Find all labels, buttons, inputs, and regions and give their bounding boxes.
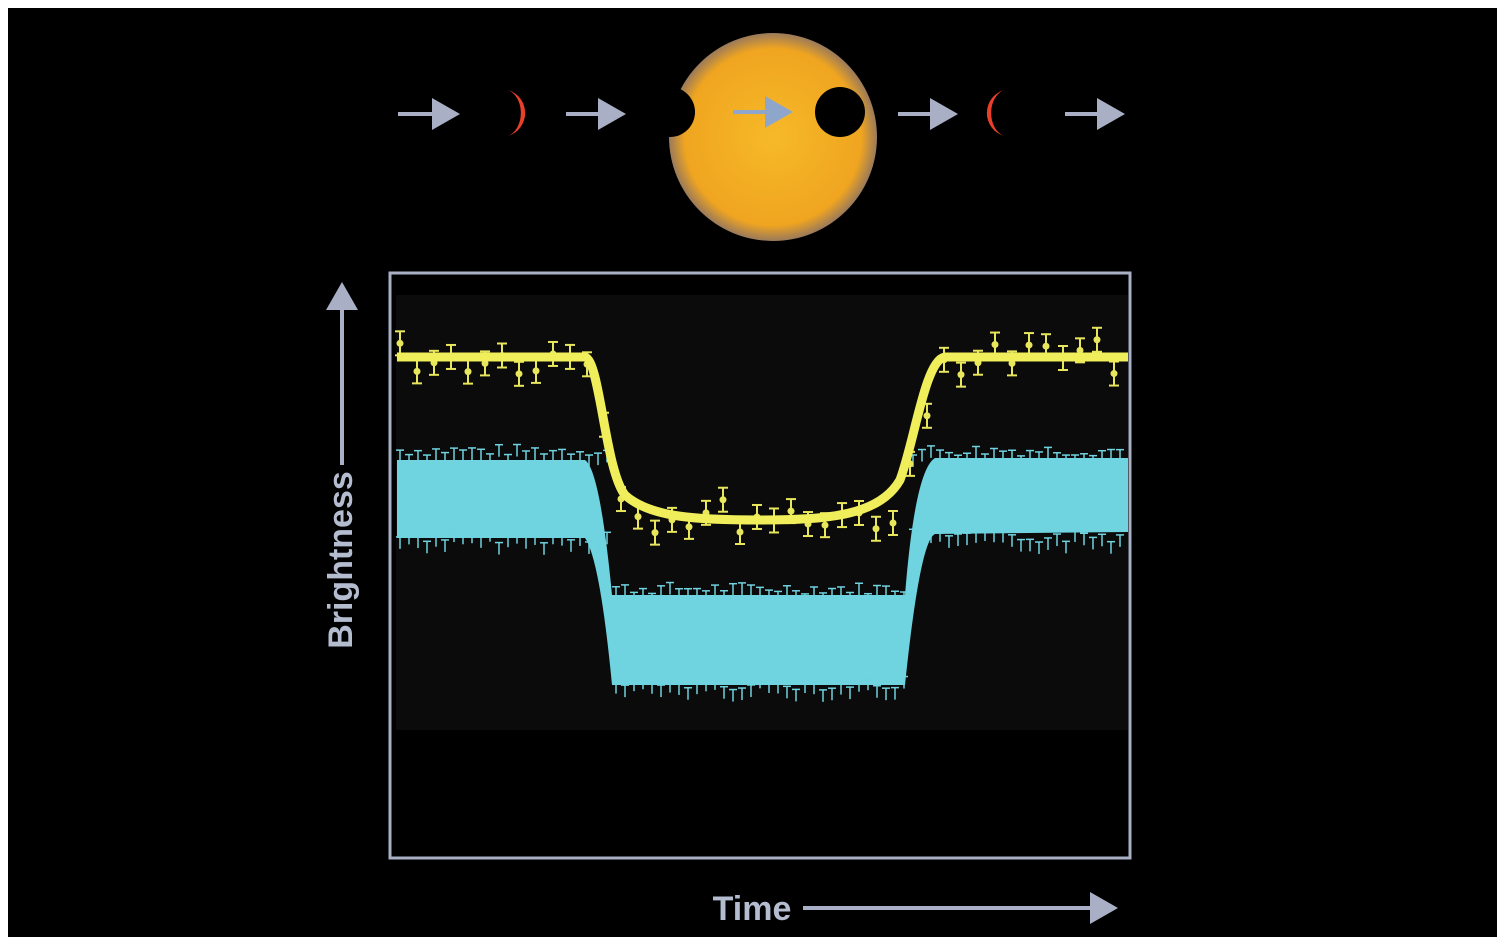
yellow-light-curve	[397, 352, 1128, 525]
y-axis-label: Brightness	[322, 471, 360, 649]
data-point	[464, 368, 472, 376]
data-point	[872, 525, 880, 533]
data-point	[1042, 342, 1050, 350]
data-point	[685, 523, 693, 531]
data-point	[532, 367, 540, 375]
data-point	[889, 519, 897, 527]
data-point	[515, 370, 523, 378]
cyan-band	[397, 458, 1128, 685]
cyan-light-curve	[396, 443, 1128, 702]
data-point	[1008, 359, 1016, 367]
star	[669, 33, 877, 241]
data-point	[1025, 341, 1033, 349]
data-point	[787, 507, 795, 515]
data-point	[957, 371, 965, 379]
plot-frame	[388, 271, 1132, 860]
data-point	[991, 341, 999, 349]
data-point	[923, 412, 931, 420]
data-point	[1110, 370, 1118, 378]
data-point	[719, 496, 727, 504]
data-point	[1076, 346, 1084, 354]
planet-crescent	[508, 90, 526, 136]
data-point	[396, 339, 404, 347]
data-point	[481, 359, 489, 367]
planet-ingress	[645, 87, 695, 137]
data-point	[821, 521, 829, 529]
x-axis-label: Time	[713, 890, 792, 928]
planet-crescent	[986, 90, 1004, 136]
data-point	[413, 367, 421, 375]
planet-egress	[815, 87, 865, 137]
data-point	[1093, 336, 1101, 344]
data-point	[736, 528, 744, 536]
transit-illustration	[398, 33, 1125, 241]
data-point	[651, 529, 659, 537]
data-point	[634, 513, 642, 521]
